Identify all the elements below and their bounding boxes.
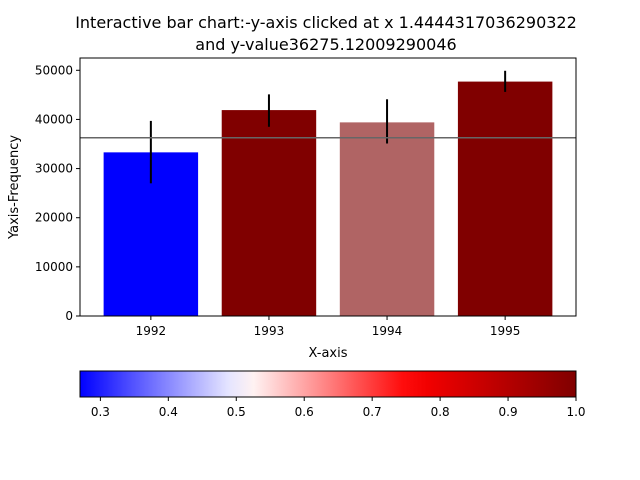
y-tick-label: 40000 (35, 112, 73, 126)
x-tick-label: 1993 (254, 324, 285, 338)
colorbar[interactable] (80, 371, 576, 397)
colorbar-tick-label: 0.5 (227, 405, 246, 419)
colorbar-tick-label: 1.0 (566, 405, 585, 419)
x-axis-label: X-axis (309, 346, 348, 361)
bar-1994[interactable] (339, 122, 435, 317)
colorbar-tick-label: 0.9 (499, 405, 518, 419)
chart-title-line1: Interactive bar chart:-y-axis clicked at… (75, 13, 577, 32)
x-tick-label: 1994 (372, 324, 403, 338)
bar-1993[interactable] (221, 110, 317, 316)
x-ticks-group: 1992 1993 1994 1995 (136, 316, 521, 338)
y-tick-label: 10000 (35, 260, 73, 274)
y-tick-label: 0 (65, 309, 73, 323)
chart-title-line2: and y-value36275.12009290046 (195, 35, 456, 54)
errorbars-group (149, 70, 507, 184)
colorbar-tick-label: 0.8 (431, 405, 450, 419)
colorbar-tick-label: 0.6 (295, 405, 314, 419)
colorbar-frame (79, 370, 577, 398)
y-ticks-group: 0 10000 20000 30000 40000 50000 (35, 63, 80, 323)
y-tick-label: 30000 (35, 162, 73, 176)
bars-group (103, 81, 553, 317)
x-tick-label: 1995 (490, 324, 521, 338)
axes-frame (79, 57, 577, 317)
y-axis-label: Yaxis-Frequency (7, 135, 22, 240)
bar-1995[interactable] (457, 81, 553, 317)
y-tick-label: 50000 (35, 63, 73, 77)
colorbar-tick-label: 0.4 (159, 405, 178, 419)
x-tick-label: 1992 (136, 324, 167, 338)
colorbar-ticks-group: 0.3 0.4 0.5 0.6 0.7 0.8 0.9 1.0 (91, 397, 586, 419)
colorbar-tick-label: 0.7 (363, 405, 382, 419)
y-tick-label: 20000 (35, 211, 73, 225)
colorbar-tick-label: 0.3 (91, 405, 110, 419)
